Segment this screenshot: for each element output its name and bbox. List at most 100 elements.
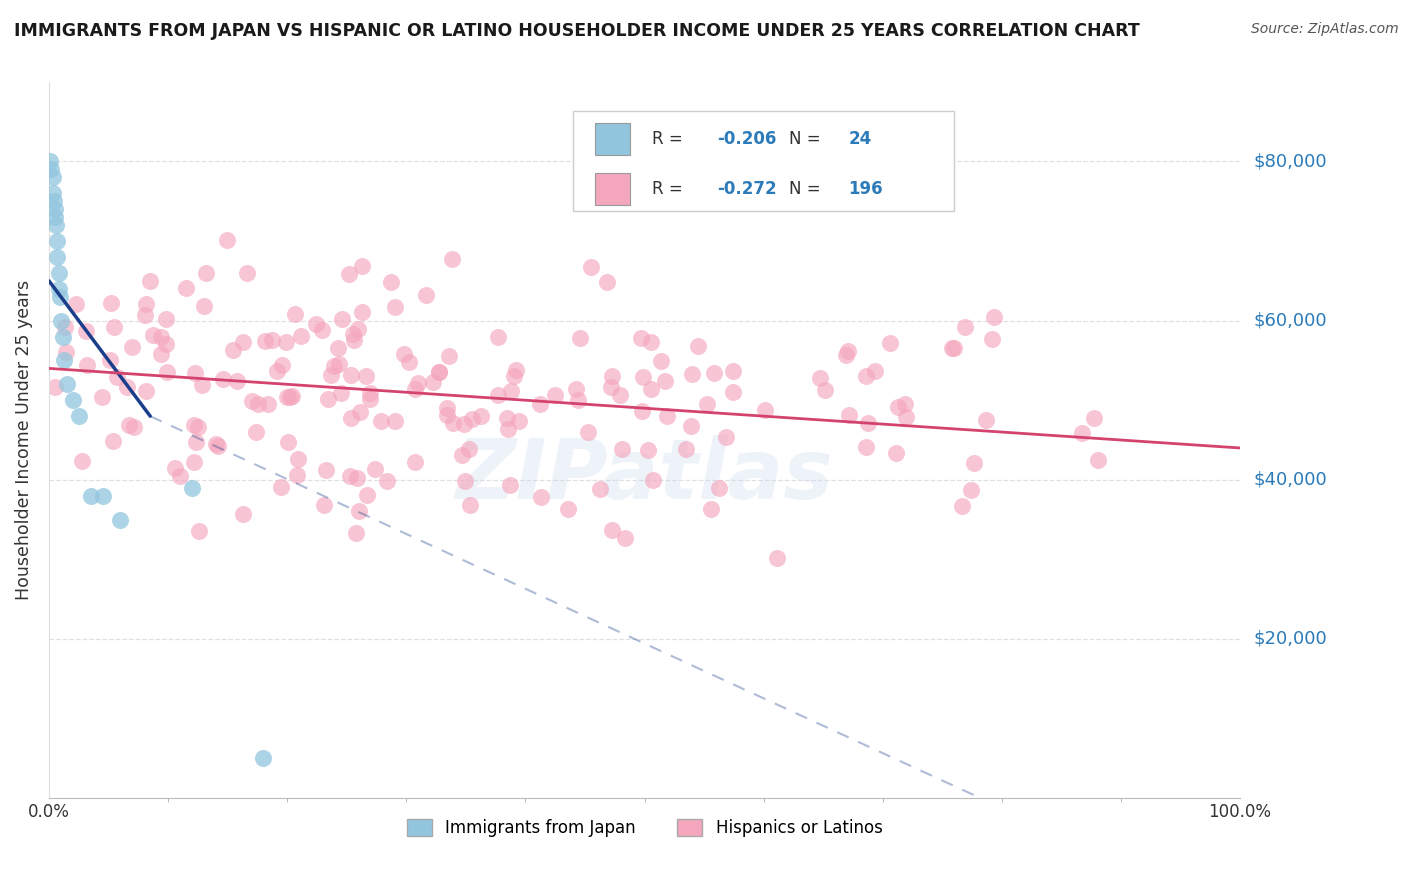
Point xyxy=(415,287,437,301)
Text: IMMIGRANTS FROM JAPAN VS HISPANIC OR LATINO HOUSEHOLDER INCOME UNDER 25 YEARS CO: IMMIGRANTS FROM JAPAN VS HISPANIC OR LAT… xyxy=(14,22,1140,40)
Point xyxy=(56,377,79,392)
Point xyxy=(837,344,859,359)
Point xyxy=(135,296,157,310)
Point xyxy=(156,365,179,379)
Point xyxy=(681,419,703,434)
Point xyxy=(55,345,77,359)
Point xyxy=(406,376,429,390)
Point xyxy=(950,499,973,513)
Point xyxy=(183,366,205,380)
Point xyxy=(349,405,371,419)
Point xyxy=(344,526,367,541)
Point xyxy=(41,162,63,177)
Point xyxy=(222,343,245,357)
Point xyxy=(721,364,744,378)
Point xyxy=(91,390,114,404)
Point xyxy=(117,418,139,433)
Point xyxy=(858,416,880,430)
Point xyxy=(169,469,191,483)
Point xyxy=(1071,426,1094,441)
Point xyxy=(139,274,162,288)
Point xyxy=(398,355,420,369)
Point xyxy=(337,267,360,281)
Point xyxy=(1083,410,1105,425)
Point xyxy=(326,342,349,356)
Point xyxy=(470,409,492,424)
Point xyxy=(835,347,858,361)
Point xyxy=(121,340,143,354)
Point xyxy=(215,234,238,248)
Point xyxy=(232,335,254,350)
Point xyxy=(450,448,472,462)
Point xyxy=(100,296,122,310)
Point xyxy=(352,259,374,273)
Point xyxy=(347,322,370,336)
Text: $80,000: $80,000 xyxy=(1254,153,1327,170)
Point xyxy=(569,331,592,345)
Point xyxy=(359,392,381,406)
Point xyxy=(274,335,297,350)
Point xyxy=(315,463,337,477)
Point xyxy=(640,382,662,396)
Point xyxy=(187,420,209,434)
Point xyxy=(955,319,977,334)
Point xyxy=(290,328,312,343)
Point xyxy=(499,478,522,492)
Point xyxy=(437,349,460,363)
Point xyxy=(498,422,520,436)
Text: R =: R = xyxy=(651,180,688,198)
Point xyxy=(284,307,307,321)
Point xyxy=(285,467,308,482)
Point xyxy=(364,462,387,476)
Point xyxy=(262,334,284,348)
Point xyxy=(1087,453,1109,467)
Point xyxy=(893,396,915,410)
Point xyxy=(253,334,276,348)
Point xyxy=(346,471,368,485)
Point xyxy=(115,380,138,394)
Point xyxy=(142,328,165,343)
Point xyxy=(356,488,378,502)
Point xyxy=(643,473,665,487)
Point xyxy=(980,332,1002,346)
Point xyxy=(46,250,69,264)
Point xyxy=(505,363,527,377)
Point xyxy=(41,170,63,185)
FancyBboxPatch shape xyxy=(574,111,955,211)
Point xyxy=(427,365,450,379)
Point xyxy=(879,335,901,350)
Point xyxy=(596,275,619,289)
Point xyxy=(941,341,963,355)
Point xyxy=(855,440,877,454)
Point xyxy=(48,282,70,296)
Point xyxy=(321,368,343,382)
Point xyxy=(681,367,703,381)
Point xyxy=(441,416,464,430)
Point xyxy=(721,384,744,399)
Point xyxy=(42,194,65,209)
Point xyxy=(240,393,263,408)
Point xyxy=(630,331,652,345)
Point xyxy=(557,501,579,516)
Point xyxy=(98,353,121,368)
FancyBboxPatch shape xyxy=(595,122,630,154)
Point xyxy=(41,186,63,201)
Point xyxy=(76,358,98,372)
Point xyxy=(530,490,553,504)
Point xyxy=(454,474,477,488)
Point xyxy=(404,455,426,469)
Point xyxy=(394,347,416,361)
Point xyxy=(343,333,366,347)
Point xyxy=(339,410,361,425)
Point xyxy=(52,329,75,343)
Point xyxy=(696,397,718,411)
Point xyxy=(508,414,530,428)
Point xyxy=(124,419,146,434)
Point xyxy=(271,358,294,372)
Point xyxy=(766,550,789,565)
Point xyxy=(280,389,302,403)
FancyBboxPatch shape xyxy=(595,173,630,205)
Point xyxy=(631,370,654,384)
Point xyxy=(49,313,72,327)
Legend: Immigrants from Japan, Hispanics or Latinos: Immigrants from Japan, Hispanics or Lati… xyxy=(399,812,889,844)
